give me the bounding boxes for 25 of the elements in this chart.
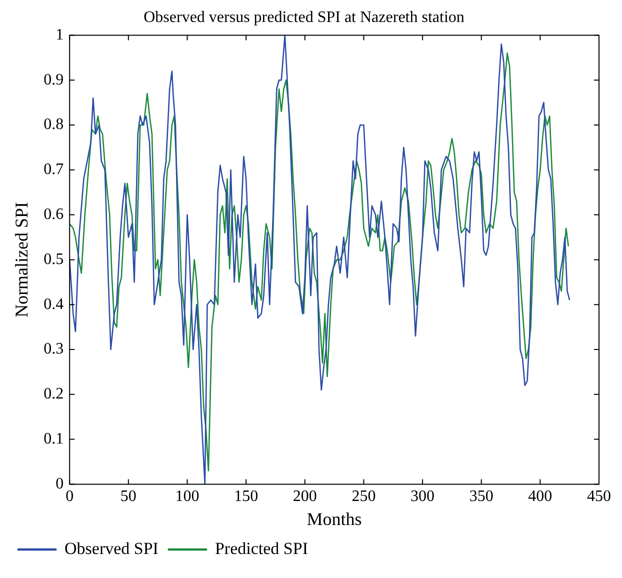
y-tick-label: 0.8 [44,116,64,134]
x-tick-label: 450 [587,488,611,506]
y-tick-label: 0.3 [44,340,64,358]
y-tick-label: 0.1 [44,430,64,448]
y-tick-label: 0.6 [44,206,64,224]
x-tick-label: 250 [352,488,376,506]
y-tick-label: 0.2 [44,386,64,403]
x-tick-label: 350 [469,488,494,506]
y-tick-label: 1 [56,26,64,44]
chart-title: Observed versus predicted SPI at Nazereth station [144,8,464,26]
x-tick-label: 400 [528,488,552,506]
y-tick-label: 0.5 [44,250,64,268]
y-axis-title: Normalized SPI [12,202,32,318]
legend-label: Predicted SPI [214,538,308,558]
legend-label: Observed SPI [64,538,159,558]
x-tick-label: 100 [175,488,200,506]
y-tick-label: 0.9 [44,71,64,88]
x-tick-label: 150 [234,488,258,506]
x-tick-label: 300 [410,488,435,506]
y-tick-label: 0.4 [44,296,64,313]
x-tick-label: 200 [292,488,317,506]
y-tick-label: 0.7 [44,161,64,178]
x-axis-title: Months [306,508,362,529]
x-tick-label: 50 [120,488,136,506]
y-tick-label: 0 [56,475,64,492]
